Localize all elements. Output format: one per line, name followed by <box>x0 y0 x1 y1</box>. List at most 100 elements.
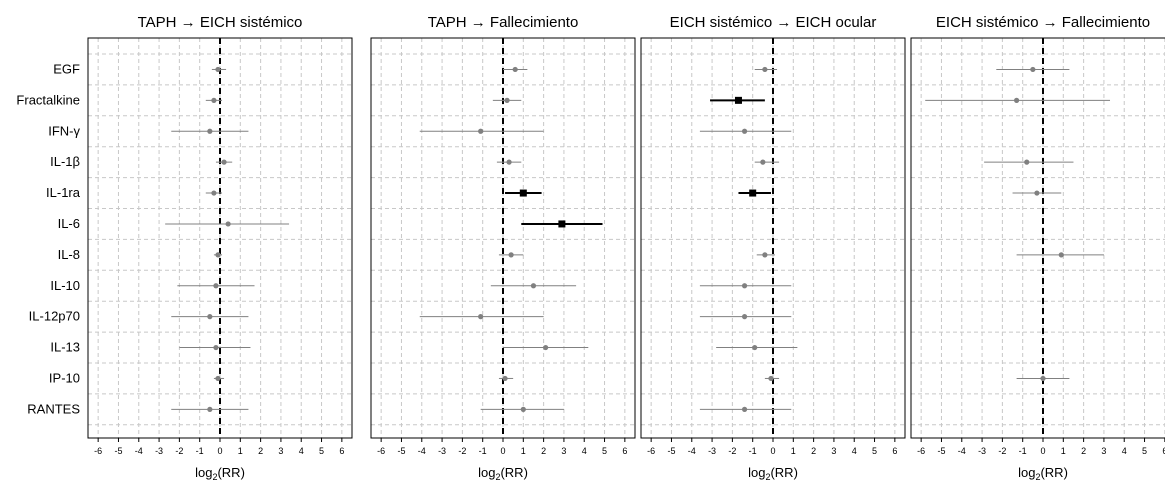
point-estimate-il-1ra <box>211 190 217 196</box>
panel-2: TAPH → Fallecimiento -6 -5 -4 -3 -2 -1 0 1 2 3 4 5 6 l… <box>370 14 636 482</box>
x-tick-label: -6 <box>647 446 655 456</box>
point-estimate-il-13 <box>213 344 219 351</box>
point-estimate-il-8 <box>1058 252 1064 258</box>
x-tick-label: -1 <box>479 446 487 456</box>
x-tick-label: -2 <box>998 446 1006 456</box>
point-estimate-il-8 <box>762 252 768 258</box>
point-estimate-rantes <box>520 406 526 412</box>
point-estimate-ifn- <box>478 128 484 134</box>
point-estimate-ip-10 <box>502 375 508 382</box>
point-estimate-fractalkine <box>1014 97 1020 103</box>
point-estimate-il-10 <box>741 283 748 289</box>
point-estimate-ifn- <box>741 128 748 134</box>
point-estimate-egf <box>215 66 221 73</box>
point-estimate-fractalkine <box>211 97 217 103</box>
x-tick-label: 5 <box>602 446 607 456</box>
row-label-ifn-: IFN-γ <box>48 123 80 138</box>
point-estimate-il-6 <box>558 220 566 228</box>
row-label-fractalkine: Fractalkine <box>16 92 80 107</box>
x-tick-label: 3 <box>1101 446 1106 456</box>
point-estimate-il-12p70 <box>207 314 213 320</box>
x-tick-label: 0 <box>770 446 775 456</box>
row-label-il-1ra: IL-1ra <box>46 185 81 200</box>
point-estimate-il-1- <box>221 159 227 165</box>
x-tick-label: 3 <box>561 446 566 456</box>
point-estimate-ifn- <box>207 128 213 134</box>
x-tick-label: -1 <box>749 446 757 456</box>
x-tick-label: -1 <box>196 446 204 456</box>
panel-3: EICH sistémico → EICH ocular -6 -5 -4 -3 -2 -1… <box>640 14 906 482</box>
point-estimate-il-8 <box>215 252 221 258</box>
point-estimate-fractalkine <box>734 96 742 104</box>
point-estimate-il-6 <box>225 221 231 227</box>
x-tick-label: -5 <box>114 446 122 456</box>
row-label-il-12p70: IL-12p70 <box>29 309 80 324</box>
row-label-il-10: IL-10 <box>50 278 80 293</box>
x-axis-label: log2(RR) <box>1018 465 1068 482</box>
x-tick-label: -4 <box>135 446 143 456</box>
point-estimate-il-1- <box>506 159 512 165</box>
point-estimate-il-1- <box>1024 159 1030 165</box>
panel-title: EICH sistémico → EICH ocular <box>670 14 877 31</box>
row-label-ip-10: IP-10 <box>49 370 80 385</box>
point-estimate-fractalkine <box>504 97 510 103</box>
x-tick-label: 5 <box>872 446 877 456</box>
x-tick-label: 1 <box>521 446 526 456</box>
x-tick-label: 1 <box>791 446 796 456</box>
point-estimate-il-12p70 <box>741 314 748 320</box>
x-tick-label: 0 <box>1040 446 1045 456</box>
point-estimate-il-10 <box>213 283 219 289</box>
point-estimate-il-8 <box>508 252 514 258</box>
x-tick-label: -4 <box>418 446 426 456</box>
point-estimate-il-10 <box>530 283 537 289</box>
x-tick-label: -2 <box>458 446 466 456</box>
x-tick-label: -6 <box>377 446 385 456</box>
x-tick-label: 6 <box>339 446 344 456</box>
x-tick-label: 4 <box>582 446 587 456</box>
point-estimate-il-12p70 <box>478 314 484 320</box>
point-estimate-egf <box>762 66 768 73</box>
point-estimate-il-13 <box>543 344 549 351</box>
x-tick-label: 1 <box>1061 446 1066 456</box>
point-estimate-egf <box>512 66 518 73</box>
x-tick-label: 6 <box>1162 446 1165 456</box>
x-tick-label: 6 <box>622 446 627 456</box>
x-tick-label: -1 <box>1019 446 1027 456</box>
x-tick-label: 2 <box>1081 446 1086 456</box>
x-tick-label: 4 <box>852 446 857 456</box>
point-estimate-il-1ra <box>519 189 527 197</box>
row-label-il-13: IL-13 <box>50 340 80 355</box>
x-tick-label: -2 <box>728 446 736 456</box>
x-tick-label: -3 <box>978 446 986 456</box>
point-estimate-il-1ra <box>749 189 757 197</box>
x-tick-label: 2 <box>541 446 546 456</box>
x-tick-label: 0 <box>500 446 505 456</box>
x-tick-label: -5 <box>397 446 405 456</box>
x-tick-label: 5 <box>319 446 324 456</box>
row-label-il-6: IL-6 <box>58 216 80 231</box>
point-estimate-ip-10 <box>215 375 221 382</box>
row-label-rantes: RANTES <box>27 401 80 416</box>
x-tick-label: -5 <box>667 446 675 456</box>
x-tick-label: -4 <box>688 446 696 456</box>
x-tick-label: 6 <box>892 446 897 456</box>
panel-4: EICH sistémico → Fallecimiento -6 -5 -4 -3 -2… <box>910 14 1165 482</box>
x-tick-label: 4 <box>299 446 304 456</box>
x-axis-label: log2(RR) <box>195 465 245 482</box>
x-tick-label: 3 <box>831 446 836 456</box>
x-tick-label: -4 <box>958 446 966 456</box>
row-label-egf: EGF <box>53 61 80 76</box>
panel-title: TAPH → Fallecimiento <box>428 14 579 31</box>
x-tick-label: 0 <box>217 446 222 456</box>
x-tick-label: -6 <box>917 446 925 456</box>
x-tick-label: -5 <box>937 446 945 456</box>
x-tick-label: -6 <box>94 446 102 456</box>
x-tick-label: 2 <box>811 446 816 456</box>
x-tick-label: -3 <box>708 446 716 456</box>
x-axis-label: log2(RR) <box>748 465 798 482</box>
panel-title: TAPH → EICH sistémico <box>138 14 303 31</box>
point-estimate-il-13 <box>752 344 758 351</box>
row-label-il-1-: IL-1β <box>50 154 80 169</box>
point-estimate-egf <box>1030 66 1036 73</box>
